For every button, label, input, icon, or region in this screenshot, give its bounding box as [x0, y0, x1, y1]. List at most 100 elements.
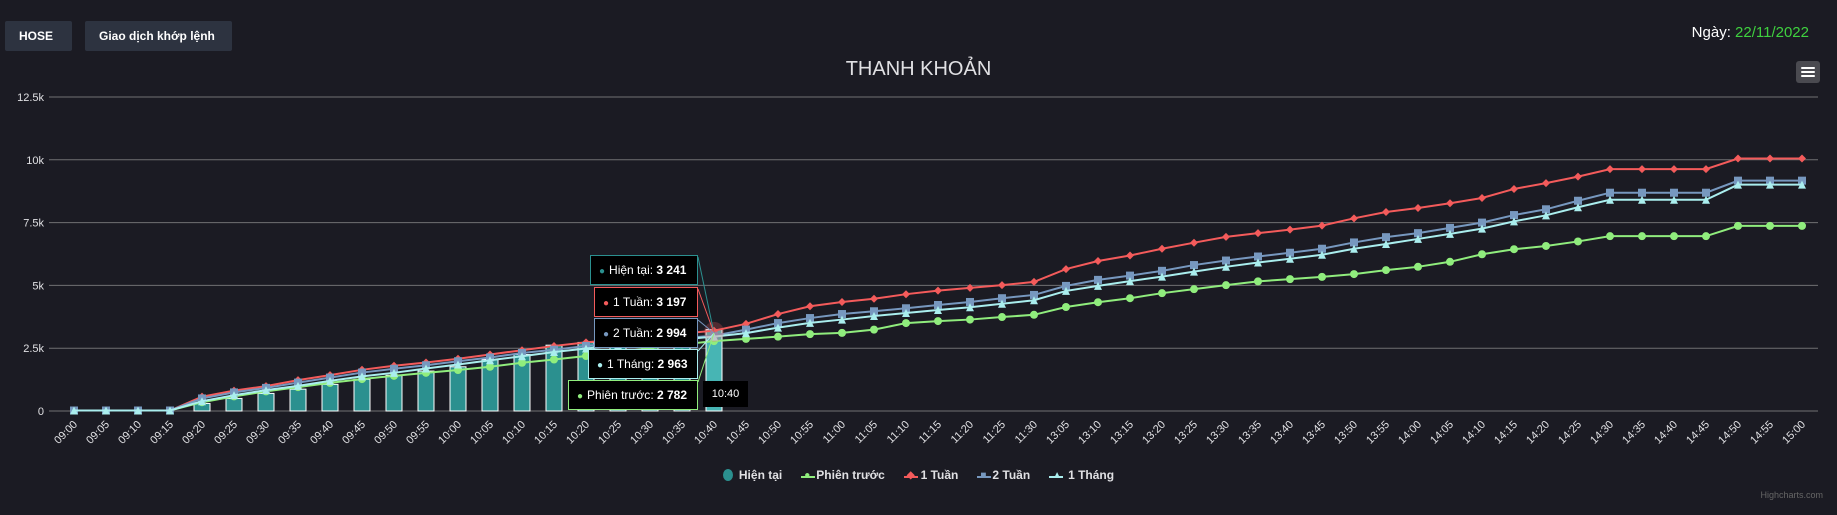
- marker-diamond: [1638, 165, 1646, 174]
- series-phiên-trước: [70, 221, 1806, 415]
- marker-circle: [1798, 221, 1806, 230]
- x-tick-label: 14:10: [1460, 419, 1488, 447]
- chart-menu-button[interactable]: [1796, 61, 1820, 83]
- marker-triangle: [966, 303, 974, 312]
- x-tick-label: 13:15: [1108, 419, 1136, 447]
- marker-circle: [870, 325, 878, 334]
- marker-triangle: [838, 315, 846, 324]
- x-tick-label: 09:30: [244, 419, 272, 447]
- marker-square: [390, 364, 398, 373]
- x-tick-label: 13:45: [1300, 419, 1328, 447]
- marker-circle: [1766, 221, 1774, 230]
- marker-circle: [902, 319, 910, 328]
- x-tick-label: 13:10: [1076, 419, 1104, 447]
- x-tick-label: 11:00: [821, 419, 848, 446]
- marker-square: [1318, 244, 1326, 253]
- y-tick-label: 10k: [26, 155, 44, 167]
- legend-item-2-tuần[interactable]: ■ 2 Tuần: [977, 468, 1030, 482]
- bar-hien-tai: [321, 383, 339, 412]
- marker-triangle: [70, 406, 78, 415]
- legend-item-phiên-trước[interactable]: ● Phiên trước: [801, 468, 885, 482]
- legend-item-1-tuần[interactable]: ◆ 1 Tuần: [903, 468, 958, 482]
- tooltip-label: 1 Tuần: [613, 295, 650, 309]
- marker-circle: [838, 328, 846, 337]
- marker-triangle: [1190, 267, 1198, 276]
- tooltip-phiên-trước: ● Phiên trước: 2 782: [568, 380, 698, 410]
- tooltip-label: 2 Tuần: [613, 326, 650, 340]
- legend-item-hiện-tại[interactable]: Hiện tại: [722, 468, 783, 482]
- series-dot-icon: ●: [577, 391, 584, 402]
- marker-square: [1478, 218, 1486, 227]
- marker-square: [1542, 205, 1550, 214]
- tooltip-value: 2 963: [657, 357, 688, 371]
- series-1-tháng: [70, 180, 1806, 415]
- tooltip-2-tuần: ● 2 Tuần: 2 994: [594, 318, 698, 348]
- tooltip-value: 3 241: [656, 263, 687, 277]
- marker-circle: [1318, 272, 1326, 281]
- marker-circle: [1478, 250, 1486, 259]
- marker-circle: [1574, 237, 1582, 246]
- x-tick-label: 10:35: [660, 419, 688, 447]
- marker-triangle: [1094, 281, 1102, 290]
- x-tick-label: 09:40: [308, 419, 336, 447]
- legend: Hiện tại ● Phiên trước ◆ 1 Tuần ■ 2 Tuần ▲ 1 Thá…: [0, 468, 1837, 482]
- legend-diamond-icon: ◆: [903, 470, 918, 481]
- x-tick-label: 15:00: [1780, 419, 1808, 447]
- marker-diamond: [1446, 199, 1454, 208]
- legend-item-1-tháng[interactable]: ▲ 1 Tháng: [1049, 468, 1114, 482]
- highcharts-credit[interactable]: Highcharts.com: [1760, 490, 1823, 500]
- marker-diamond: [1574, 172, 1582, 181]
- trade-mode-button[interactable]: Giao dịch khớp lệnh: [85, 21, 232, 51]
- x-tick-label: 11:10: [885, 419, 912, 446]
- series-dot-icon: ●: [603, 329, 610, 340]
- marker-triangle: [742, 329, 750, 338]
- date-display: Ngày: 22/11/2022: [1692, 24, 1809, 41]
- x-tick-label: 09:10: [116, 419, 144, 447]
- marker-diamond: [1030, 277, 1038, 286]
- marker-circle: [1158, 289, 1166, 298]
- bar-hien-tai: [417, 370, 435, 412]
- marker-square: [870, 307, 878, 316]
- x-tick-label: 10:55: [788, 419, 816, 447]
- marker-circle: [1670, 232, 1678, 241]
- tooltip-connector: [697, 319, 715, 334]
- marker-triangle: [102, 406, 110, 415]
- marker-circle: [550, 355, 558, 364]
- marker-diamond: [998, 281, 1006, 290]
- series-dot-icon: ●: [603, 298, 610, 309]
- x-tick-label: 09:50: [372, 419, 400, 447]
- x-tick-label: 09:55: [404, 419, 432, 447]
- marker-circle: [966, 315, 974, 324]
- x-tick-label: 11:20: [949, 419, 976, 446]
- x-tick-label: 14:20: [1524, 419, 1552, 447]
- exchange-button[interactable]: HOSE: [5, 21, 72, 51]
- marker-square: [1286, 248, 1294, 257]
- marker-triangle: [902, 309, 910, 318]
- marker-square: [998, 294, 1006, 303]
- marker-triangle: [1446, 229, 1454, 238]
- legend-column-icon: [722, 469, 733, 481]
- marker-diamond: [1798, 154, 1806, 163]
- marker-triangle: [998, 299, 1006, 308]
- legend-label: Hiện tại: [738, 468, 783, 482]
- marker-triangle: [1798, 180, 1806, 189]
- bar-hien-tai: [289, 388, 307, 412]
- marker-triangle: [1158, 272, 1166, 281]
- marker-triangle: [1670, 195, 1678, 204]
- marker-diamond: [838, 297, 846, 306]
- marker-circle: [1606, 232, 1614, 241]
- marker-square: [1574, 196, 1582, 205]
- tooltip-connector: [697, 332, 715, 352]
- y-tick-label: 12.5k: [17, 92, 44, 104]
- tooltip-1-tuần: ● 1 Tuần: 3 197: [594, 287, 698, 317]
- marker-square: [1254, 252, 1262, 261]
- marker-circle: [1350, 270, 1358, 279]
- marker-triangle: [262, 386, 270, 395]
- tooltip-value: 3 197: [656, 295, 687, 309]
- x-tick-label: 10:45: [724, 419, 752, 447]
- marker-circle: [934, 317, 942, 326]
- marker-triangle: [358, 372, 366, 381]
- x-tick-label: 13:50: [1332, 419, 1360, 447]
- marker-diamond: [1766, 154, 1774, 163]
